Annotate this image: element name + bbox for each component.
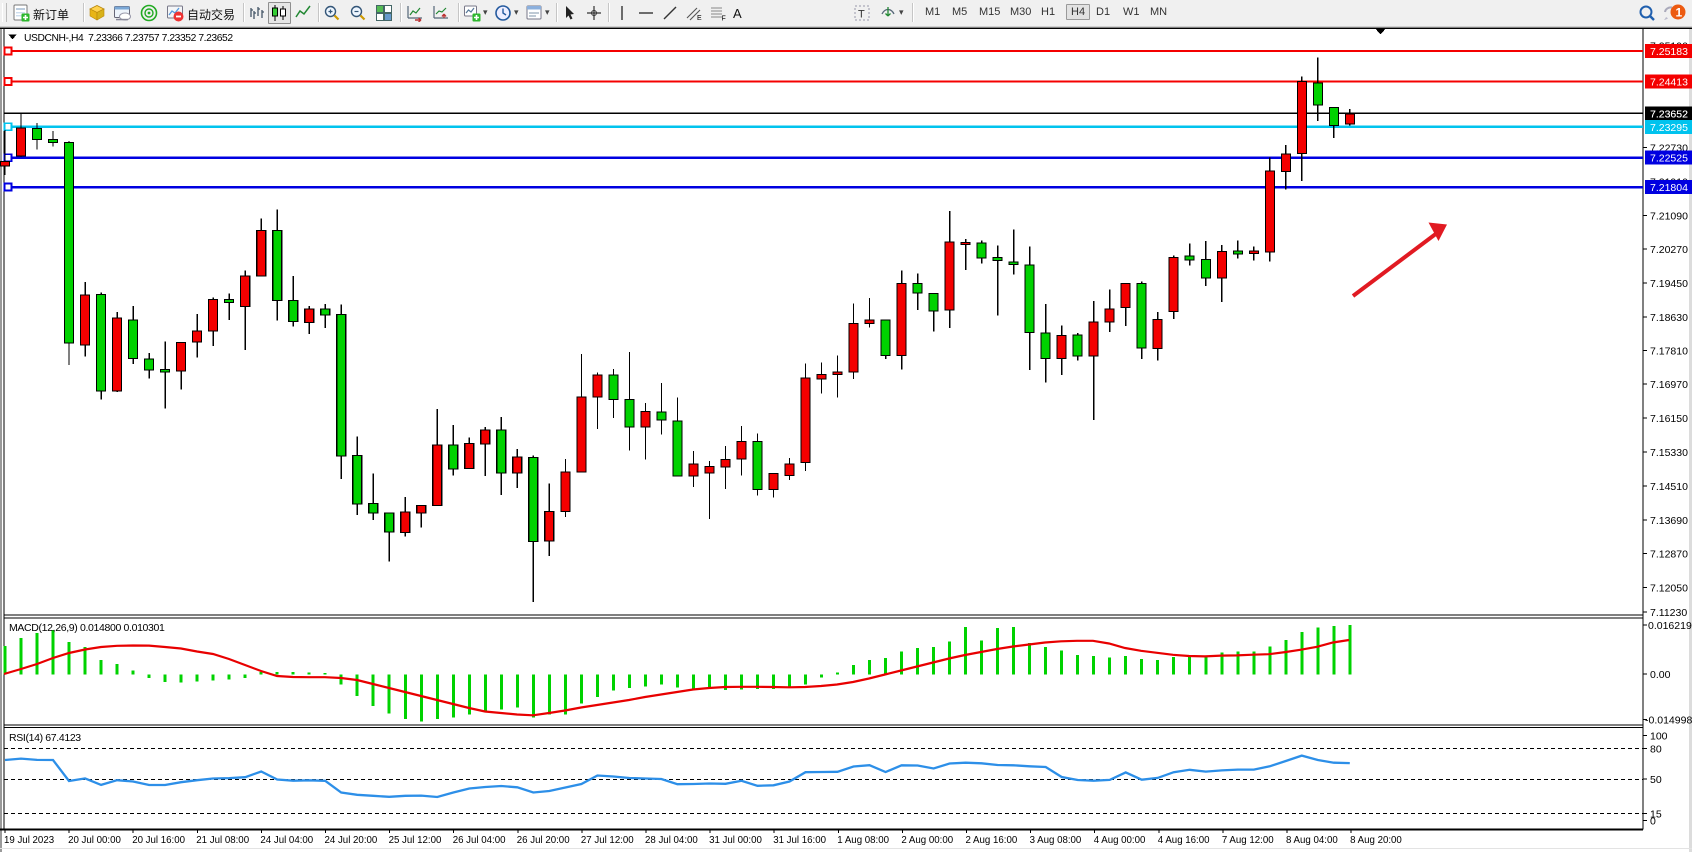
svg-text:-0.014998: -0.014998 (1645, 715, 1692, 727)
svg-text:2 Aug 16:00: 2 Aug 16:00 (966, 835, 1018, 846)
svg-text:USDCNH-,H4 7.23366 7.23757 7.: USDCNH-,H4 7.23366 7.23757 7.23352 7.236… (24, 33, 233, 44)
svg-text:7.12870: 7.12870 (1650, 549, 1688, 561)
svg-text:31 Jul 00:00: 31 Jul 00:00 (709, 835, 762, 846)
svg-text:0.00: 0.00 (1650, 669, 1671, 681)
svg-text:80: 80 (1650, 744, 1662, 756)
svg-text:1: 1 (1676, 6, 1683, 20)
svg-text:7 Aug 12:00: 7 Aug 12:00 (1222, 835, 1274, 846)
svg-text:MACD(12,26,9) 0.014800 0.01030: MACD(12,26,9) 0.014800 0.010301 (9, 622, 165, 634)
svg-text:7.22525: 7.22525 (1650, 153, 1688, 165)
svg-text:50: 50 (1650, 774, 1662, 786)
svg-text:15: 15 (1650, 809, 1662, 821)
svg-text:24 Jul 04:00: 24 Jul 04:00 (260, 835, 313, 846)
svg-text:7.21090: 7.21090 (1650, 211, 1688, 223)
svg-text:27 Jul 12:00: 27 Jul 12:00 (581, 835, 634, 846)
svg-text:26 Jul 04:00: 26 Jul 04:00 (453, 835, 506, 846)
svg-text:4 Aug 16:00: 4 Aug 16:00 (1158, 835, 1210, 846)
svg-text:1 Aug 08:00: 1 Aug 08:00 (837, 835, 889, 846)
svg-text:E: E (697, 15, 702, 22)
svg-text:100: 100 (1650, 731, 1668, 743)
svg-text:7.12050: 7.12050 (1650, 583, 1688, 595)
svg-text:20 Jul 00:00: 20 Jul 00:00 (68, 835, 121, 846)
svg-text:0.016219: 0.016219 (1648, 620, 1692, 632)
svg-text:RSI(14) 67.4123: RSI(14) 67.4123 (9, 732, 81, 744)
svg-text:3 Aug 08:00: 3 Aug 08:00 (1030, 835, 1082, 846)
svg-text:4 Aug 00:00: 4 Aug 00:00 (1094, 835, 1146, 846)
svg-text:8 Aug 04:00: 8 Aug 04:00 (1286, 835, 1338, 846)
svg-text:F: F (722, 16, 726, 23)
svg-text:7.23652: 7.23652 (1650, 109, 1688, 121)
svg-text:7.18630: 7.18630 (1650, 312, 1688, 324)
svg-text:7.21804: 7.21804 (1650, 182, 1688, 194)
svg-text:31 Jul 16:00: 31 Jul 16:00 (773, 835, 826, 846)
svg-text:7.13690: 7.13690 (1650, 515, 1688, 527)
svg-text:7.16150: 7.16150 (1650, 413, 1688, 425)
svg-text:2 Aug 00:00: 2 Aug 00:00 (901, 835, 953, 846)
svg-text:8 Aug 20:00: 8 Aug 20:00 (1350, 835, 1402, 846)
svg-text:7.15330: 7.15330 (1650, 447, 1688, 459)
svg-text:7.16970: 7.16970 (1650, 379, 1688, 391)
svg-text:7.19450: 7.19450 (1650, 278, 1688, 290)
svg-text:7.11230: 7.11230 (1650, 607, 1687, 619)
svg-text:0: 0 (1650, 816, 1656, 828)
svg-text:7.23295: 7.23295 (1650, 122, 1688, 134)
svg-text:7.24413: 7.24413 (1650, 77, 1688, 89)
svg-text:28 Jul 04:00: 28 Jul 04:00 (645, 835, 698, 846)
svg-text:19 Jul 2023: 19 Jul 2023 (4, 835, 54, 846)
svg-text:24 Jul 20:00: 24 Jul 20:00 (325, 835, 378, 846)
svg-text:7.14510: 7.14510 (1650, 481, 1688, 493)
svg-text:7.17810: 7.17810 (1650, 346, 1688, 358)
svg-text:21 Jul 08:00: 21 Jul 08:00 (196, 835, 249, 846)
svg-text:7.20270: 7.20270 (1650, 244, 1688, 256)
svg-text:T: T (858, 9, 865, 21)
svg-text:25 Jul 12:00: 25 Jul 12:00 (389, 835, 442, 846)
svg-text:7.23652: 7.23652 (1650, 109, 1688, 121)
svg-text:20 Jul 16:00: 20 Jul 16:00 (132, 835, 185, 846)
svg-text:26 Jul 20:00: 26 Jul 20:00 (517, 835, 570, 846)
svg-text:7.25183: 7.25183 (1650, 46, 1688, 58)
